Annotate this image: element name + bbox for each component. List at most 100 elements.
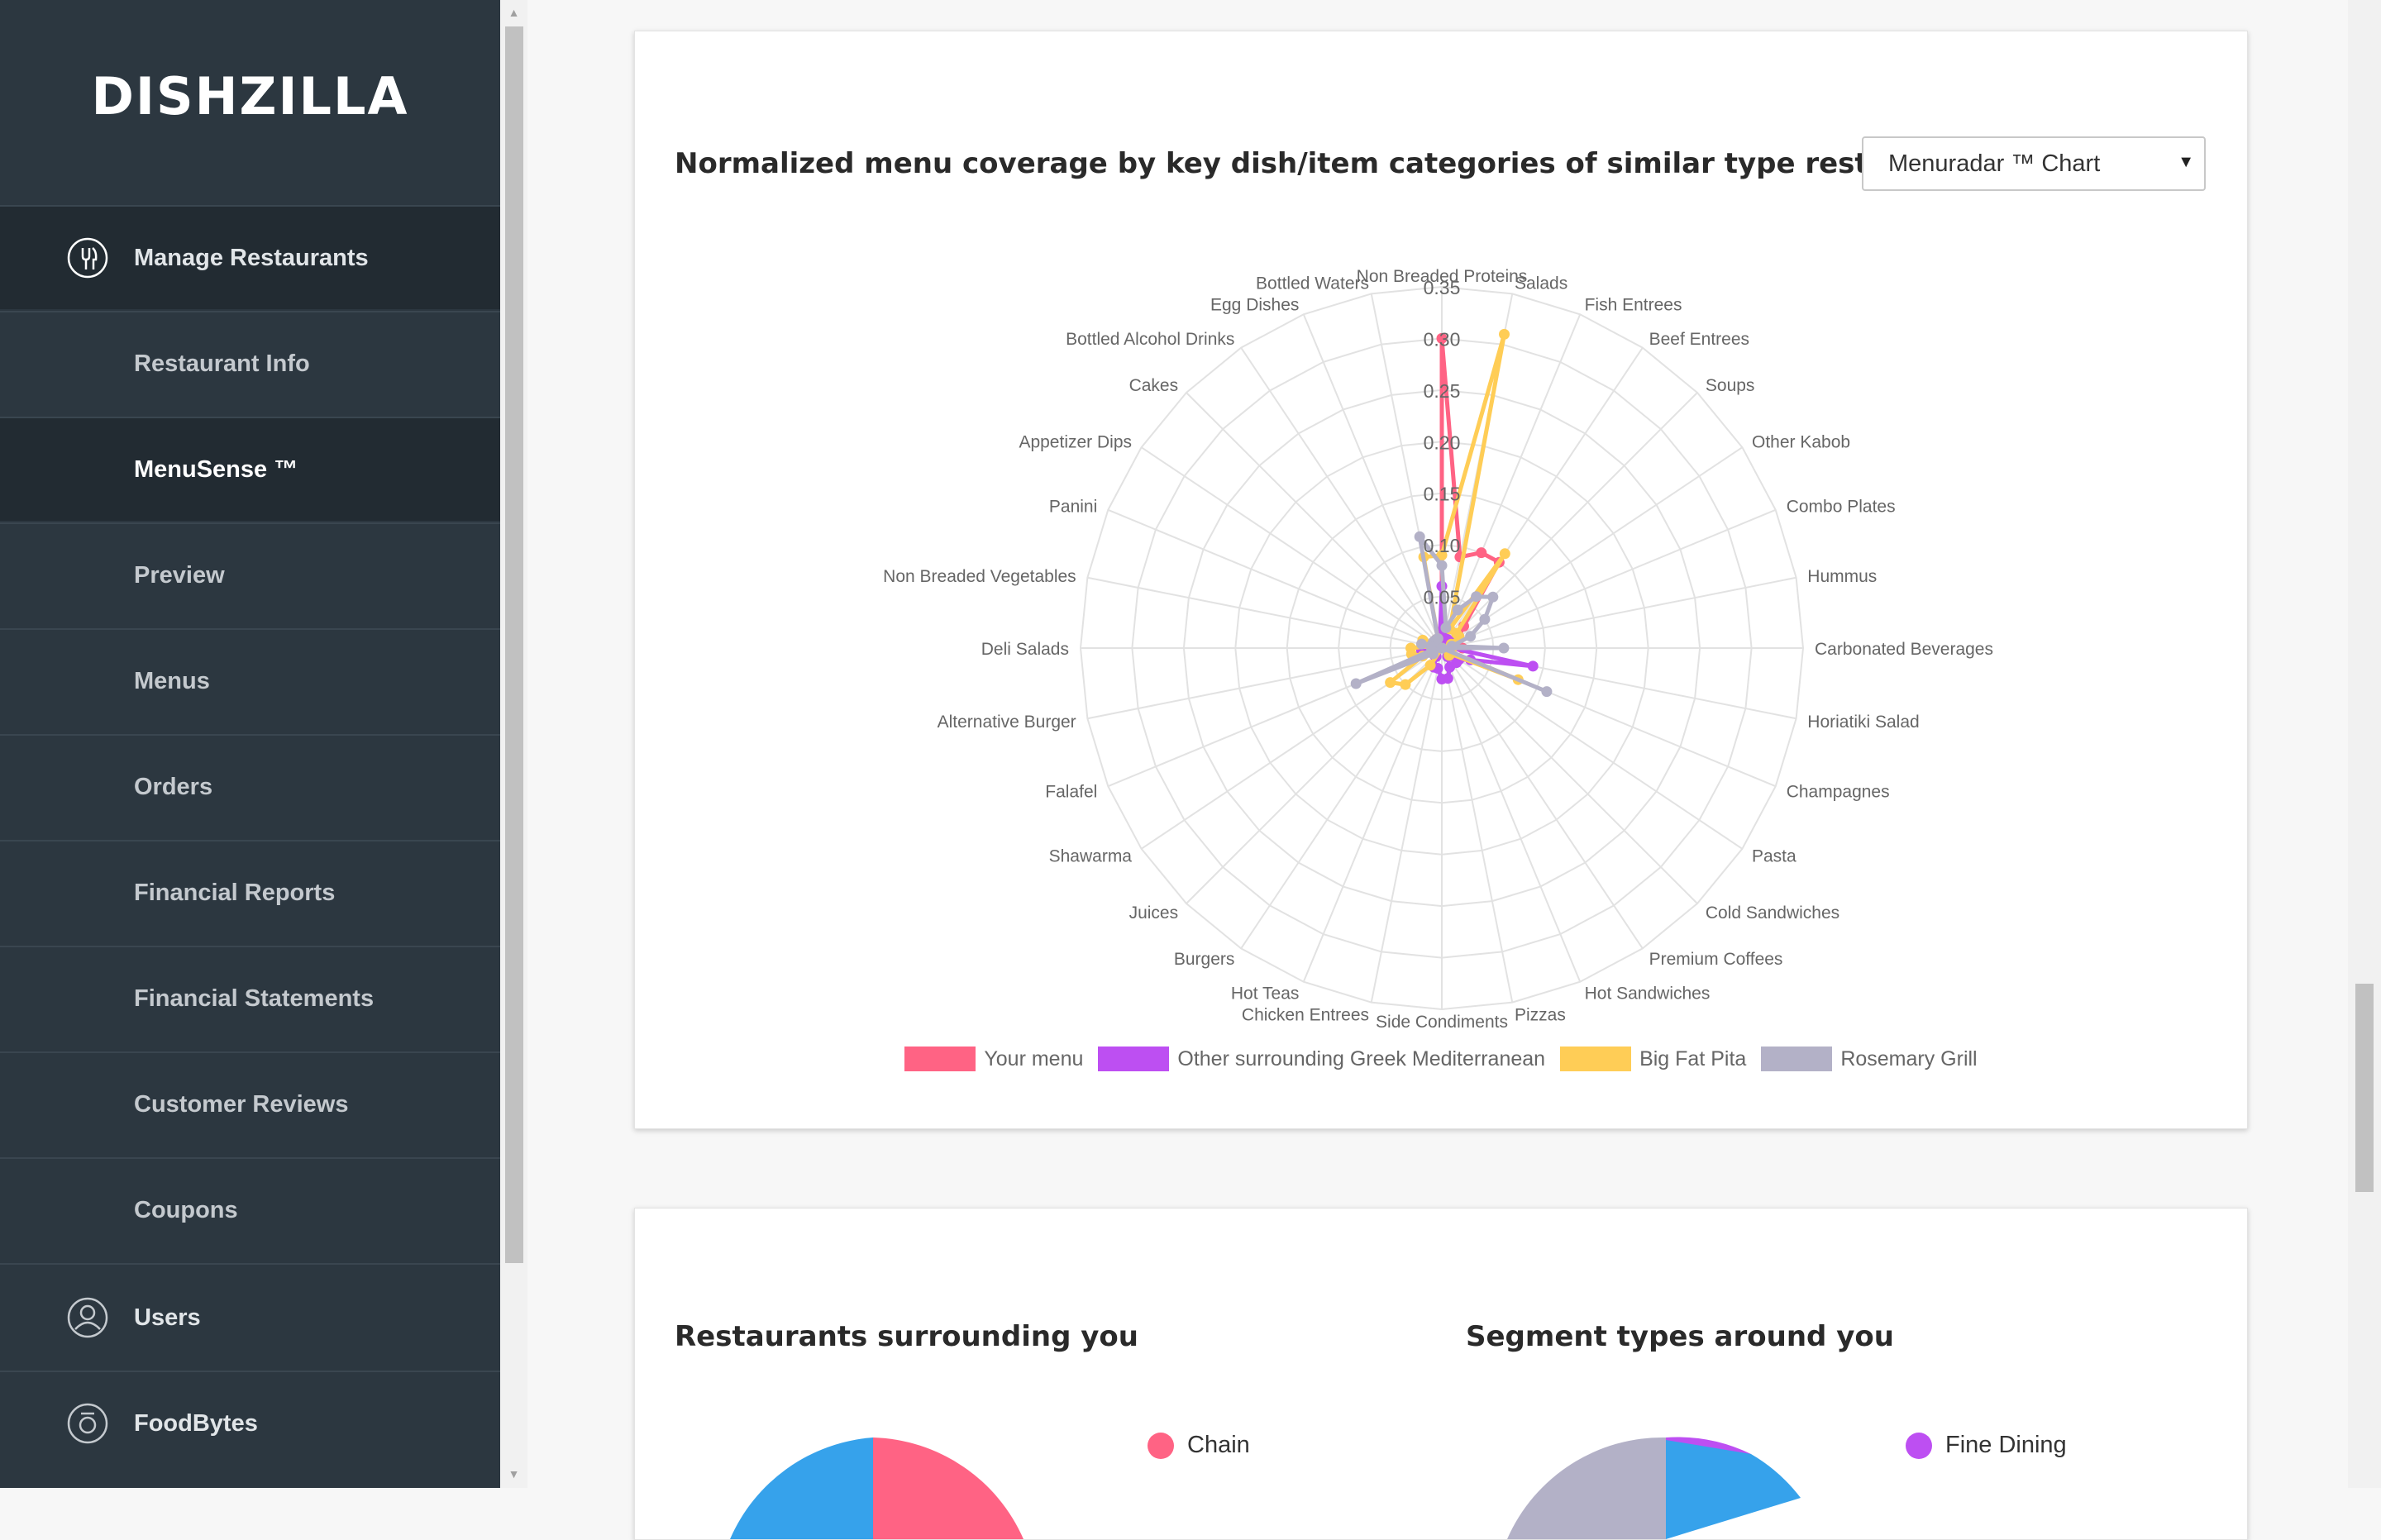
radar-spoke (1441, 647, 1743, 850)
legend-label: Other surrounding Greek Mediterranean (1177, 1047, 1546, 1070)
surroundings-card: Restaurants surrounding you Segment type… (634, 1208, 2248, 1540)
radar-category-label: Juices (1129, 903, 1179, 923)
legend-swatch (1560, 1047, 1632, 1071)
radar-tick-label: 0.15 (1424, 484, 1461, 505)
chart-title: Normalized menu coverage by key dish/ite… (675, 147, 1991, 180)
radar-category-label: Bottled Alcohol Drinks (1066, 330, 1234, 349)
legend-item[interactable]: Big Fat Pita (1560, 1047, 1746, 1071)
scroll-up-icon[interactable]: ▲ (508, 6, 520, 19)
radar-category-label: Cold Sandwiches (1706, 903, 1839, 923)
radar-spoke (1441, 576, 1796, 649)
radar-tick-label: 0.30 (1424, 328, 1461, 350)
nav-financial-statements[interactable]: Financial Statements (0, 946, 500, 1050)
radar-category-label: Egg Dishes (1210, 295, 1299, 314)
segment-types-title: Segment types around you (1466, 1320, 1894, 1353)
logo[interactable]: DISHZILLA (91, 66, 409, 126)
radar-category-label: Deli Salads (981, 640, 1069, 659)
nav-label: FoodBytes (134, 1409, 258, 1437)
nav-label: Restaurant Info (134, 350, 310, 377)
nav-label: Financial Reports (134, 879, 336, 906)
radar-category-label: Pasta (1752, 847, 1796, 866)
radar-spoke (1441, 647, 1514, 1003)
radar-spoke (1441, 647, 1582, 983)
radar-chart-card: Normalized menu coverage by key dish/ite… (634, 31, 2248, 1129)
radar-category-label: Hot Sandwiches (1585, 985, 1711, 1004)
nav-label: MenuSense ™ (134, 455, 298, 483)
legend-item[interactable]: Rosemary Grill (1761, 1047, 1978, 1071)
pie-slice (873, 1437, 1023, 1539)
nav-coupons[interactable]: Coupons (0, 1157, 500, 1261)
radar-tick-label: 0.25 (1424, 380, 1461, 402)
radar-category-label: Bottled Waters (1256, 274, 1369, 293)
radar-category-label: Pizzas (1515, 1005, 1566, 1024)
radar-spoke (1141, 446, 1443, 649)
radar-category-label: Premium Coffees (1649, 950, 1783, 969)
legend-label: Rosemary Grill (1840, 1047, 1978, 1070)
legend-item[interactable]: Your menu (904, 1047, 1083, 1071)
nav-financial-reports[interactable]: Financial Reports (0, 840, 500, 944)
radar-point (1471, 591, 1482, 603)
pie-slice (730, 1437, 873, 1539)
radar-category-label: Panini (1049, 497, 1097, 516)
pie-slice (1666, 1440, 1801, 1539)
pie-legend-item[interactable]: Fine Dining (1906, 1432, 2067, 1459)
nav-restaurant-info[interactable]: Restaurant Info (0, 311, 500, 415)
nav-manage-restaurants[interactable]: Manage Restaurants (0, 205, 500, 309)
radar-category-label: Horiatiki Salad (1807, 713, 1919, 732)
user-icon (67, 1297, 108, 1338)
radar-spoke (1186, 392, 1443, 649)
nav-menusense[interactable]: MenuSense ™ (0, 417, 500, 521)
radar-point (1436, 550, 1448, 561)
radar-category-label: Side Condiments (1376, 1013, 1508, 1032)
legend-item[interactable]: Other surrounding Greek Mediterranean (1098, 1047, 1545, 1071)
legend-swatch (904, 1047, 976, 1071)
nav-orders[interactable]: Orders (0, 734, 500, 838)
radar-point (1436, 642, 1448, 654)
page-scroll-thumb[interactable] (2355, 984, 2374, 1192)
legend-label: Chain (1187, 1432, 1250, 1458)
pie-legend-item[interactable]: Chain (1148, 1432, 1250, 1459)
radar-spoke (1107, 508, 1443, 649)
page-scrollbar[interactable] (2348, 0, 2381, 1488)
radar-spoke (1240, 347, 1443, 649)
nav-label: Users (134, 1304, 201, 1331)
nav-label: Coupons (134, 1196, 238, 1223)
radar-point (1436, 332, 1448, 344)
sidebar-scrollbar[interactable]: ▲ ▼ (500, 0, 527, 1488)
radar-spoke (1441, 647, 1698, 904)
radar-category-label: Non Breaded Vegetables (883, 567, 1076, 586)
radar-point (1400, 679, 1411, 690)
radar-category-label: Chicken Entrees (1242, 1005, 1369, 1024)
dropdown-caret-icon: ▼ (2178, 153, 2194, 171)
radar-category-label: Cakes (1129, 376, 1179, 395)
radar-point (1476, 547, 1487, 559)
radar-spoke (1186, 647, 1443, 904)
radar-point (1465, 631, 1477, 642)
nav-label: Menus (134, 667, 210, 694)
nav-menus[interactable]: Menus (0, 628, 500, 732)
radar-point (1452, 604, 1463, 616)
nav-foodbytes[interactable]: FoodBytes (0, 1371, 500, 1475)
radar-category-label: Appetizer Dips (1019, 432, 1132, 451)
radar-point (1385, 677, 1396, 689)
nav-label: Orders (134, 773, 213, 800)
nav-preview[interactable]: Preview (0, 522, 500, 627)
radar-point (1432, 633, 1443, 644)
scroll-down-icon[interactable]: ▼ (508, 1467, 520, 1480)
nav-label: Preview (134, 561, 225, 589)
radar-tick-label: 0.05 (1424, 587, 1461, 608)
nav-customer-reviews[interactable]: Customer Reviews (0, 1051, 500, 1156)
radar-spoke (1441, 392, 1698, 649)
legend-label: Your menu (984, 1047, 1084, 1070)
chart-type-select[interactable]: Menuradar ™ Chart ▼ (1862, 136, 2206, 191)
nav-users[interactable]: Users (0, 1263, 500, 1371)
radar-tick-label: 0.20 (1424, 431, 1461, 453)
sidebar-scroll-thumb[interactable] (505, 26, 523, 1263)
radar-point (1350, 678, 1362, 689)
chart-legend: Your menu Other surrounding Greek Medite… (635, 1047, 2247, 1071)
radar-spoke (1087, 576, 1443, 649)
radar-category-label: Salads (1515, 274, 1567, 293)
radar-category-label: Shawarma (1049, 847, 1133, 866)
radar-point (1436, 560, 1448, 571)
